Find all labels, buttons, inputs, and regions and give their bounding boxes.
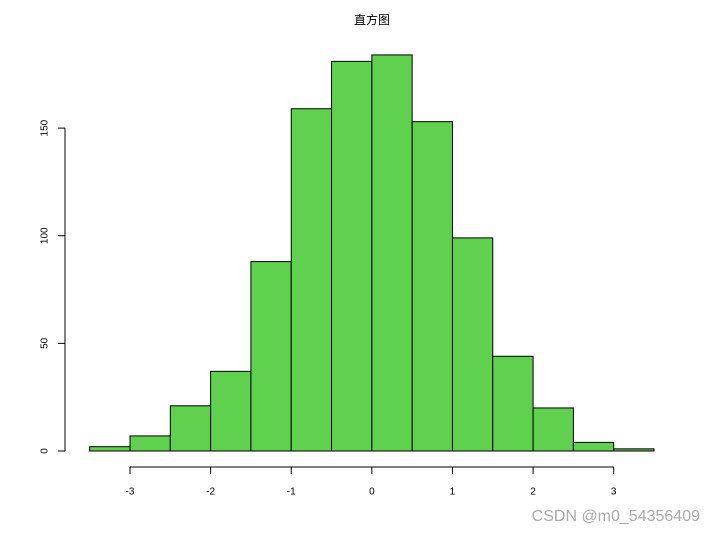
bar bbox=[613, 448, 655, 452]
x-tick-label: -3 bbox=[126, 487, 135, 498]
bar bbox=[411, 121, 453, 452]
y-tick-label: 150 bbox=[40, 119, 51, 136]
bar bbox=[492, 355, 534, 452]
bar bbox=[129, 435, 171, 452]
bar bbox=[169, 405, 212, 452]
bar bbox=[532, 407, 574, 452]
bar bbox=[331, 60, 373, 452]
bar bbox=[451, 237, 494, 452]
x-tick-label: -2 bbox=[206, 487, 215, 498]
bar bbox=[371, 54, 413, 452]
watermark: CSDN @m0_54356409 bbox=[532, 508, 700, 525]
bar bbox=[290, 108, 333, 452]
x-tick-label: 0 bbox=[369, 487, 375, 498]
bar bbox=[250, 261, 292, 452]
x-tick-label: 2 bbox=[530, 487, 536, 498]
y-tick-label: 50 bbox=[40, 337, 51, 349]
bar bbox=[572, 441, 615, 452]
bar bbox=[210, 370, 252, 452]
y-tick-label: 0 bbox=[40, 448, 51, 454]
chart-title: 直方图 bbox=[354, 12, 390, 27]
y-tick-label: 100 bbox=[40, 227, 51, 244]
x-tick-label: -1 bbox=[287, 487, 296, 498]
bar bbox=[89, 446, 131, 452]
x-tick-label: 3 bbox=[611, 487, 617, 498]
x-tick-label: 1 bbox=[450, 487, 456, 498]
